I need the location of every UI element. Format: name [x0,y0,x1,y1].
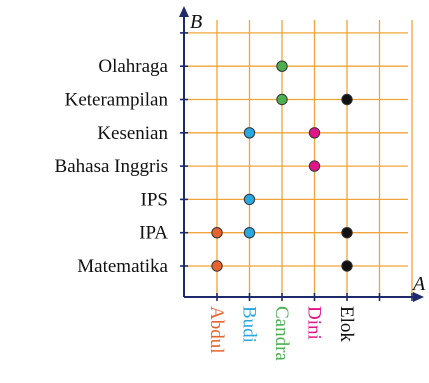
x-axis-arrow [413,292,424,302]
y-label: Olahraga [98,56,168,77]
x-category-labels: Abdul Budi Candra Dini Elok [206,306,357,361]
relation-point [211,260,223,272]
axes: A B [179,6,426,302]
x-label: Abdul [206,306,227,354]
x-label: Dini [304,306,325,340]
relation-point [211,227,223,239]
relation-point [341,227,353,239]
y-axis-name: B [190,11,202,33]
x-label: Elok [336,306,357,342]
x-label: Budi [239,306,260,343]
relation-point [276,93,288,106]
x-label: Candra [271,306,292,361]
ticks [180,32,413,301]
relation-point [308,127,321,139]
y-axis-arrow [179,6,189,17]
y-label: Matematika [77,256,168,277]
x-axis-name: A [411,273,426,295]
relation-point [341,260,353,272]
relation-points [211,60,353,272]
relation-point [243,127,256,139]
relation-point [243,227,256,239]
y-label: Keterampilan [65,90,169,111]
y-category-labels: Matematika IPA IPS Bahasa Inggris Kesenian Ke… [55,56,169,277]
relation-point [276,60,288,72]
grid [184,20,413,297]
relation-point [308,160,321,172]
y-label: IPA [139,223,168,244]
relation-point [341,93,353,106]
y-label: Bahasa Inggris [55,156,168,177]
relation-point [243,193,256,206]
y-label: Kesenian [97,123,168,144]
y-label: IPS [141,189,168,210]
